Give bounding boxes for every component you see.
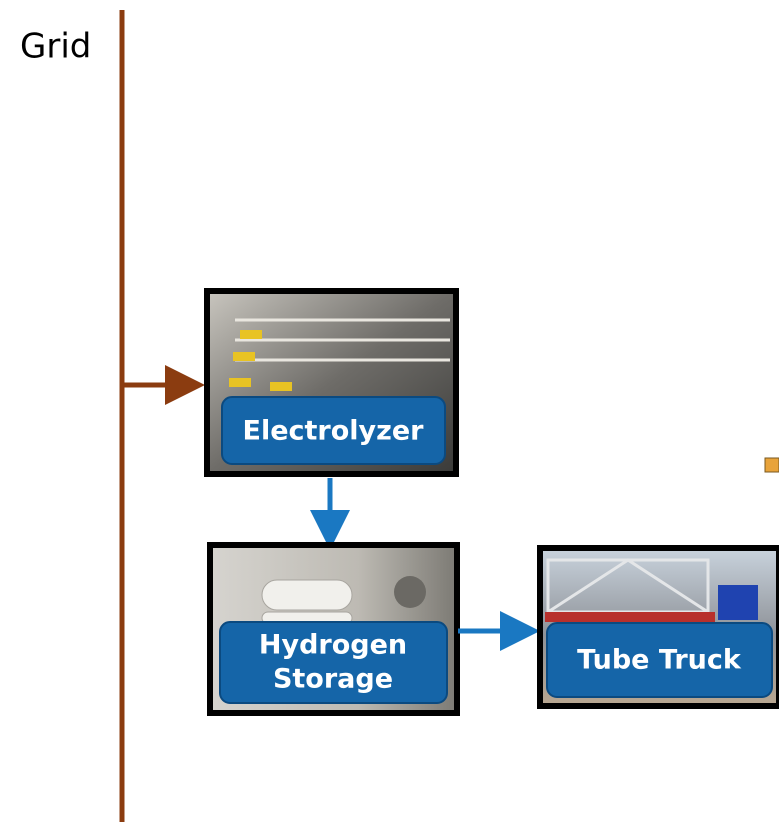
node-label: Storage xyxy=(273,664,393,695)
photo-detail xyxy=(545,612,715,622)
photo-detail xyxy=(262,580,352,624)
node-truck: Tube Truck xyxy=(540,548,779,706)
node-label: Hydrogen xyxy=(259,630,407,661)
diagram: Grid Electrolyzer Hydrogen Storage xyxy=(0,0,779,822)
grid-label: Grid xyxy=(20,27,91,67)
photo-detail xyxy=(394,576,426,608)
node-electrolyzer: Electrolyzer xyxy=(207,291,456,474)
node-storage: Hydrogen Storage xyxy=(210,545,457,713)
node-label: Electrolyzer xyxy=(243,416,425,447)
photo-detail xyxy=(718,585,758,620)
fragment xyxy=(765,458,779,472)
node-label: Tube Truck xyxy=(577,645,742,676)
